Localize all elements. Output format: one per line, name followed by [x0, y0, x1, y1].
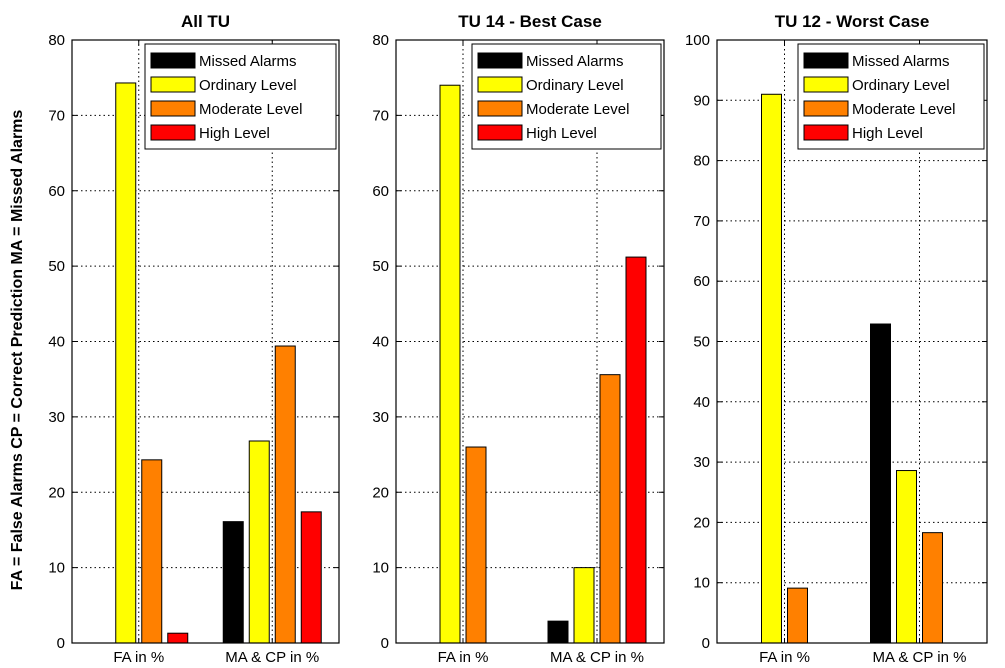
legend-label: Missed Alarms — [852, 53, 950, 70]
chart-title: All TU — [181, 12, 230, 31]
y-tick-label: 90 — [693, 92, 710, 109]
y-tick-label: 30 — [693, 454, 710, 471]
bar-ordinary-level — [439, 84, 461, 644]
y-tick-label: 70 — [693, 213, 710, 230]
y-tick-label: 60 — [372, 183, 389, 200]
y-tick-label: 60 — [48, 183, 65, 200]
chart-title: TU 14 - Best Case — [458, 12, 602, 31]
legend: Missed Alarms Ordinary Level Moderate Leve… — [471, 43, 662, 150]
bar-high-level — [167, 632, 189, 644]
legend-swatch — [803, 76, 849, 93]
legend-swatch — [477, 100, 523, 117]
chart-panel-3: TU 12 - Worst Case FA in % MA & CP in % 0 10… — [685, 12, 988, 666]
legend-swatch — [477, 52, 523, 69]
bar-missed-alarms — [870, 323, 891, 644]
y-tick-label: 10 — [693, 575, 710, 592]
legend-swatch — [150, 100, 196, 117]
legend-swatch — [803, 124, 849, 141]
x-tick-label: MA & CP in % — [550, 649, 644, 666]
legend-label: Ordinary Level — [852, 77, 950, 94]
y-tick-label: 40 — [372, 334, 389, 351]
y-tick-label: 40 — [693, 394, 710, 411]
x-tick-label: FA in % — [113, 649, 164, 666]
legend: Missed Alarms Ordinary Level Moderate Leve… — [144, 43, 337, 150]
y-tick-label: 20 — [372, 484, 389, 501]
y-tick-label: 50 — [48, 258, 65, 275]
y-tick-label: 10 — [48, 560, 65, 577]
legend-swatch — [803, 52, 849, 69]
y-axis-side-label: FA = False Alarms CP = Correct Predictio… — [9, 110, 26, 591]
y-tick-label: 20 — [693, 514, 710, 531]
bar-missed-alarms — [547, 620, 569, 644]
chart-title: TU 12 - Worst Case — [775, 12, 930, 31]
bar-ordinary-level — [896, 470, 917, 644]
bar-ordinary-level — [115, 82, 137, 644]
legend-label: Missed Alarms — [199, 53, 297, 70]
chart-panel-1: All TU FA in % MA & CP in % 0 10 20 30 40 50 60 70… — [48, 12, 340, 666]
y-tick-label: 0 — [702, 635, 710, 652]
legend-swatch — [150, 76, 196, 93]
bar-ordinary-level — [761, 93, 782, 644]
bar-moderate-level — [599, 374, 621, 644]
legend-label: Moderate Level — [852, 101, 955, 118]
y-tick-label: 80 — [372, 32, 389, 49]
legend-label: Ordinary Level — [199, 77, 297, 94]
bar-ordinary-level — [573, 567, 595, 644]
bar-high-level — [625, 256, 647, 644]
x-tick-label: MA & CP in % — [873, 649, 967, 666]
axes-box — [716, 39, 988, 644]
legend-label: High Level — [199, 125, 270, 142]
legend-label: Moderate Level — [199, 101, 302, 118]
legend-label: High Level — [852, 125, 923, 142]
bar-moderate-level — [274, 345, 296, 644]
bar-missed-alarms — [222, 521, 244, 644]
y-tick-label: 50 — [372, 258, 389, 275]
y-tick-label: 40 — [48, 334, 65, 351]
legend-label: Missed Alarms — [526, 53, 624, 70]
legend-swatch — [477, 76, 523, 93]
y-tick-label: 30 — [372, 409, 389, 426]
bar-moderate-level — [787, 587, 808, 644]
axes-box — [71, 39, 340, 644]
y-tick-label: 0 — [381, 635, 389, 652]
x-tick-label: MA & CP in % — [225, 649, 319, 666]
legend-label: Moderate Level — [526, 101, 629, 118]
legend-swatch — [150, 124, 196, 141]
y-tick-label: 80 — [693, 153, 710, 170]
y-tick-label: 60 — [693, 273, 710, 290]
y-tick-label: 0 — [57, 635, 65, 652]
y-tick-label: 70 — [372, 107, 389, 124]
y-tick-label: 80 — [48, 32, 65, 49]
y-tick-label: 50 — [693, 334, 710, 351]
y-tick-label: 10 — [372, 560, 389, 577]
legend-swatch — [150, 52, 196, 69]
bar-moderate-level — [922, 532, 943, 644]
y-tick-label: 70 — [48, 107, 65, 124]
x-tick-label: FA in % — [759, 649, 810, 666]
legend-swatch — [803, 100, 849, 117]
legend-label: High Level — [526, 125, 597, 142]
y-tick-label: 100 — [685, 32, 710, 49]
bar-ordinary-level — [248, 440, 270, 644]
axes-box — [395, 39, 665, 644]
bar-moderate-level — [141, 459, 163, 644]
y-tick-label: 20 — [48, 484, 65, 501]
legend: Missed Alarms Ordinary Level Moderate Leve… — [797, 43, 985, 150]
chart-panel-2: TU 14 - Best Case FA in % MA & CP in % 0 10 2… — [372, 12, 665, 666]
bar-high-level — [300, 511, 322, 644]
legend-swatch — [477, 124, 523, 141]
y-tick-label: 30 — [48, 409, 65, 426]
x-tick-label: FA in % — [438, 649, 489, 666]
bar-moderate-level — [465, 446, 487, 644]
legend-label: Ordinary Level — [526, 77, 624, 94]
